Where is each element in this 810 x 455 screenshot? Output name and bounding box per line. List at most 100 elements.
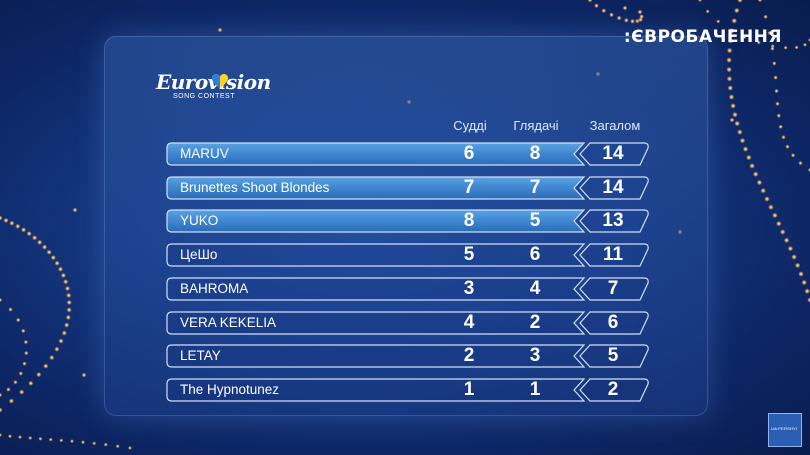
light-dot: [19, 389, 25, 395]
light-dot: [639, 14, 644, 19]
light-dot: [16, 317, 21, 323]
light-dot: [622, 5, 628, 11]
light-dot: [3, 217, 9, 223]
light-dot: [772, 61, 777, 66]
light-dot: [66, 292, 72, 298]
light-dot: [734, 120, 740, 127]
row-jury-score: 7: [463, 176, 475, 198]
light-dot: [0, 433, 2, 437]
table-row: MARUV 6 8 14: [166, 142, 649, 166]
row-total-score: 5: [607, 345, 619, 367]
row-total-score: 2: [607, 378, 619, 400]
light-dot: [49, 355, 55, 361]
light-dot: [8, 398, 14, 404]
light-dot: [64, 285, 71, 292]
row-jury-score: 8: [463, 210, 475, 232]
light-dot: [50, 255, 56, 261]
light-dot: [217, 27, 223, 33]
light-dot: [794, 262, 801, 269]
light-dot: [54, 260, 60, 266]
row-viewers-score: 7: [529, 176, 541, 198]
row-viewers-score: 6: [529, 244, 541, 266]
row-frame: [166, 378, 649, 402]
light-dot: [609, 12, 614, 18]
light-dot: [798, 271, 804, 277]
light-dot: [726, 76, 733, 82]
light-dot: [18, 371, 23, 376]
channel-badge: UA:PERSHYI: [768, 413, 802, 447]
light-dot: [28, 380, 34, 386]
light-dot: [103, 442, 108, 447]
light-dot: [9, 220, 15, 226]
light-dot: [734, 7, 740, 14]
light-dot: [31, 235, 38, 241]
light-dot: [783, 45, 788, 50]
table-row: The Hypnotunez 1 1 2: [166, 378, 649, 402]
row-jury-score: 2: [463, 345, 475, 367]
table-row: ЦеШо 5 6 11: [166, 243, 649, 267]
row-name: BAHROMA: [180, 280, 249, 296]
light-dot: [726, 66, 732, 73]
light-dot: [770, 46, 775, 51]
light-dot: [623, 17, 629, 23]
light-dot: [46, 249, 52, 255]
light-dot: [66, 299, 72, 306]
light-dot: [70, 439, 74, 444]
column-header-viewers: Глядачі: [513, 118, 559, 133]
row-name: MARUV: [180, 146, 229, 161]
row-frame: [166, 176, 649, 200]
table-row: Brunettes Shoot Blondes 7 7 14: [166, 176, 649, 200]
light-dot: [776, 220, 782, 227]
light-dot: [637, 9, 643, 15]
row-jury-score: 5: [463, 244, 475, 266]
row-viewers-score: 3: [529, 345, 541, 367]
light-dot: [739, 137, 746, 144]
light-dot: [801, 279, 807, 286]
light-dot: [63, 279, 69, 285]
light-dot: [768, 204, 774, 210]
row-jury-score: 4: [463, 311, 475, 333]
row-name: ЦеШо: [180, 247, 218, 263]
light-dot: [778, 124, 783, 129]
light-dot: [726, 57, 732, 63]
light-dot: [128, 446, 132, 450]
channel-badge-label: UA:PERSHYI: [771, 426, 798, 431]
light-dot: [58, 338, 64, 344]
light-dot: [764, 196, 770, 202]
light-dot: [22, 361, 27, 366]
light-dot: [0, 297, 3, 303]
row-viewers-score: 1: [529, 378, 541, 400]
light-dot: [59, 438, 64, 443]
light-dot: [65, 314, 71, 320]
light-dot: [43, 363, 49, 369]
row-total-score: 14: [602, 143, 624, 164]
light-dot: [716, 19, 721, 24]
light-dot: [779, 229, 786, 235]
light-dot: [749, 163, 755, 169]
row-name: LETAY: [180, 348, 221, 364]
light-dot: [18, 435, 22, 440]
heart-icon: [212, 74, 228, 88]
table-row: VERA KEKELIA 4 2 6: [166, 310, 649, 335]
light-dot: [72, 207, 78, 213]
row-frame: [166, 344, 649, 368]
row-jury-score: 6: [463, 143, 475, 164]
eurovision-logo: Eurovision SONG CONTEST: [156, 70, 271, 106]
row-viewers-score: 8: [529, 143, 541, 164]
light-dot: [630, 18, 635, 24]
light-dot: [92, 441, 97, 446]
table-row: BAHROMA 3 4 7: [166, 277, 649, 301]
light-dot: [803, 42, 807, 47]
light-dot: [638, 17, 643, 22]
light-dot: [705, 9, 710, 14]
light-dot: [81, 440, 85, 445]
light-dot: [756, 179, 763, 186]
light-dot: [783, 237, 790, 244]
light-dot: [48, 437, 53, 442]
light-dot: [804, 288, 810, 295]
light-dot: [737, 129, 743, 135]
light-dot: [760, 187, 766, 194]
light-dot: [60, 272, 66, 278]
row-name: YUKO: [180, 213, 219, 229]
light-dot: [775, 101, 780, 107]
